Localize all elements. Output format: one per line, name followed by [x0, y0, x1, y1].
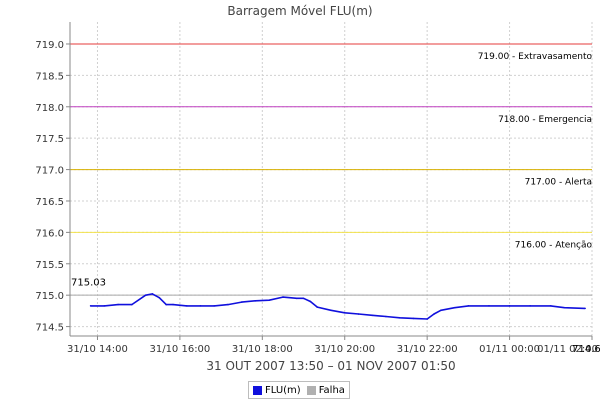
y-tick-label: 714.5	[35, 323, 64, 334]
data-point	[508, 305, 511, 307]
data-point	[158, 296, 161, 299]
data-point	[131, 303, 133, 306]
chart-title: Barragem Móvel FLU(m)	[227, 4, 372, 18]
plot-area	[70, 22, 592, 336]
y-tick-label: 718.0	[35, 103, 64, 114]
data-point	[316, 306, 319, 308]
data-point	[343, 311, 346, 314]
data-point	[549, 305, 552, 307]
x-tick-label: 31/10 16:00	[149, 344, 210, 355]
legend-label-flu: FLU(m)	[265, 384, 301, 396]
x-tick-label: 01/11 02:00	[537, 344, 598, 355]
data-point	[282, 296, 284, 298]
data-point	[426, 318, 428, 320]
x-tick-label: 01/11 00:00	[479, 344, 540, 355]
data-point	[330, 309, 332, 312]
data-point	[433, 313, 435, 315]
y-tick-label: 717.0	[35, 166, 64, 177]
x-tick-label: 31/10 14:00	[67, 344, 128, 355]
y-tick-label: 719.0	[35, 40, 64, 51]
data-point	[144, 294, 147, 296]
x-tick-label: 31/10 20:00	[314, 344, 375, 355]
data-point	[295, 297, 298, 300]
y-tick-label: 715.5	[35, 260, 64, 271]
data-point	[254, 300, 257, 302]
data-point	[172, 303, 174, 306]
threshold-label: 717.00 - Alerta	[525, 178, 592, 188]
value-annotation: 714.62	[572, 344, 600, 355]
legend: FLU(m) Falha	[248, 381, 350, 399]
data-point	[117, 303, 119, 306]
data-point	[412, 317, 415, 320]
y-tick-label: 718.5	[35, 71, 64, 82]
data-point	[385, 315, 387, 318]
data-point	[488, 305, 490, 307]
y-tick-label: 715.0	[35, 291, 64, 302]
data-point	[453, 306, 456, 309]
data-point	[268, 299, 270, 302]
data-point	[357, 313, 360, 315]
data-point	[240, 301, 243, 303]
data-point	[199, 305, 202, 307]
data-point	[165, 303, 167, 306]
threshold-label: 716.00 - Atenção	[515, 240, 593, 250]
data-point	[440, 309, 442, 312]
legend-swatch-falha	[306, 385, 316, 395]
data-point	[302, 297, 305, 300]
y-tick-label: 717.5	[35, 134, 64, 145]
data-point	[467, 305, 470, 307]
y-tick-label: 716.0	[35, 228, 64, 239]
data-point	[309, 300, 312, 303]
data-point	[529, 305, 531, 307]
data-point	[563, 306, 566, 309]
x-tick-label: 31/10 22:00	[397, 344, 458, 355]
data-point	[584, 307, 586, 310]
data-point	[185, 305, 188, 307]
data-point	[103, 305, 106, 307]
legend-item-falha: Falha	[306, 384, 345, 396]
data-point	[371, 314, 374, 317]
data-point	[398, 316, 401, 319]
data-point	[213, 305, 216, 307]
legend-item-flu: FLU(m)	[253, 385, 301, 396]
threshold-label: 719.00 - Extravasamento	[478, 52, 593, 62]
data-point	[227, 303, 229, 306]
legend-label-falha: Falha	[318, 384, 345, 396]
value-annotation: 715.03	[71, 277, 106, 288]
x-tick-label: 31/10 18:00	[232, 344, 293, 355]
y-tick-label: 716.5	[35, 197, 64, 208]
legend-swatch-flu	[253, 385, 262, 395]
data-point	[89, 305, 92, 307]
data-point	[151, 293, 154, 295]
x-axis-label: 31 OUT 2007 13:50 – 01 NOV 2007 01:50	[206, 359, 455, 373]
threshold-label: 718.00 - Emergencia	[498, 115, 592, 125]
